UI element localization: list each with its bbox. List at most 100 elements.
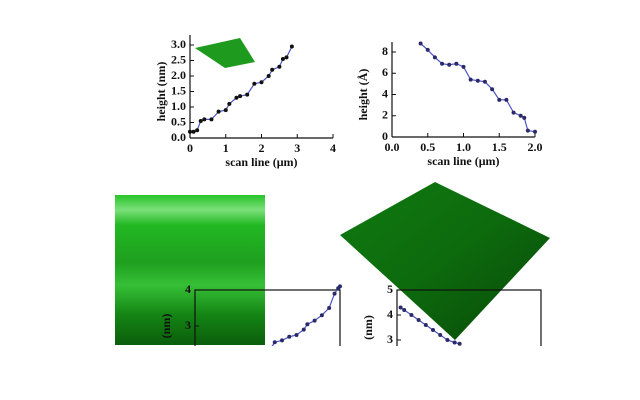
data-point — [504, 97, 509, 102]
x-axis-label: scan line (μm) — [427, 154, 499, 168]
y-tick-label: 2 — [382, 108, 388, 122]
y-tick-label: 0.0 — [171, 130, 186, 144]
data-point — [252, 81, 257, 86]
data-point — [238, 94, 243, 99]
data-point — [289, 44, 294, 49]
data-point — [259, 80, 264, 85]
data-point — [188, 129, 192, 134]
data-point — [445, 338, 450, 342]
y-tick-label: 0 — [382, 129, 388, 143]
data-point — [284, 55, 289, 60]
y-tick-label: 6 — [382, 65, 388, 79]
x-tick-label: 1 — [223, 141, 229, 155]
data-point — [452, 340, 457, 345]
data-point — [287, 334, 292, 339]
y-tick-label: 8 — [382, 44, 388, 58]
data-point — [418, 41, 423, 46]
data-point — [438, 333, 443, 337]
y-tick-label: 1.5 — [171, 83, 186, 97]
y-tick-label: 2.5 — [171, 52, 186, 66]
data-point — [198, 118, 203, 123]
x-tick-label: 4 — [330, 141, 336, 155]
x-tick-label: 0.5 — [420, 140, 435, 154]
data-point — [227, 101, 232, 106]
y-axis-label: height (Å) — [356, 69, 370, 121]
y-axis-label: (nm) — [159, 314, 173, 339]
data-point — [223, 108, 228, 113]
data-point — [402, 308, 407, 312]
data-point — [294, 333, 299, 337]
data-point — [454, 61, 459, 66]
y-tick-label: 1.0 — [171, 99, 186, 113]
y-axis-label: height (nm) — [154, 62, 168, 122]
x-tick-label: 1.0 — [456, 140, 471, 154]
data-point — [518, 113, 523, 118]
y-tick-label: 0.5 — [171, 114, 186, 128]
data-line — [400, 307, 460, 345]
data-point — [280, 56, 285, 61]
data-point — [482, 79, 487, 84]
data-point — [432, 55, 437, 60]
data-point — [305, 322, 310, 327]
data-point — [319, 313, 324, 318]
y-tick-label: 4 — [387, 307, 393, 321]
afm-inset — [195, 38, 255, 68]
data-point — [202, 117, 207, 122]
data-point — [277, 64, 282, 69]
x-axis-label: scan line (μm) — [225, 155, 297, 169]
data-point — [312, 318, 317, 323]
data-point — [280, 338, 284, 343]
data-point — [398, 305, 403, 310]
crop-edge — [0, 346, 640, 400]
y-tick-label: 3 — [185, 318, 191, 332]
data-point — [216, 109, 221, 114]
data-point — [338, 284, 342, 289]
data-point — [522, 115, 527, 120]
x-tick-label: 1.5 — [492, 140, 507, 154]
afm-surface — [340, 182, 550, 340]
data-point — [525, 128, 530, 133]
data-point — [490, 87, 495, 92]
data-point — [332, 291, 337, 296]
x-tick-label: 0.0 — [385, 140, 400, 154]
data-point — [409, 313, 414, 317]
data-point — [416, 318, 421, 322]
data-point — [447, 62, 452, 67]
x-tick-label: 2 — [259, 141, 265, 155]
y-tick-label: 3 — [387, 332, 393, 346]
y-tick-label: 4 — [382, 86, 388, 100]
data-point — [270, 67, 275, 72]
data-point — [245, 92, 250, 97]
data-point — [266, 74, 271, 78]
x-tick-label: 0 — [187, 141, 193, 155]
data-point — [209, 117, 214, 122]
y-tick-label: 3.0 — [171, 37, 186, 51]
data-line — [420, 43, 536, 133]
data-point — [191, 129, 196, 134]
data-point — [511, 110, 516, 115]
data-point — [423, 323, 428, 327]
data-point — [497, 97, 502, 102]
data-point — [234, 95, 239, 100]
data-point — [475, 78, 480, 83]
data-point — [425, 47, 430, 52]
data-point — [272, 340, 277, 345]
y-axis-label: (nm) — [361, 315, 375, 340]
data-point — [468, 77, 473, 82]
x-tick-label: 3 — [294, 141, 300, 155]
data-point — [533, 129, 537, 134]
y-tick-label: 5 — [387, 282, 393, 296]
data-point — [301, 327, 306, 332]
y-tick-label: 4 — [185, 282, 191, 296]
data-point — [195, 128, 200, 133]
data-point — [431, 328, 435, 332]
data-point — [440, 61, 445, 66]
x-tick-label: 2.0 — [528, 140, 543, 154]
afm-image — [115, 195, 265, 345]
data-point — [461, 64, 466, 69]
y-tick-label: 2.0 — [171, 68, 186, 82]
data-point — [457, 341, 462, 346]
data-point — [327, 306, 332, 310]
